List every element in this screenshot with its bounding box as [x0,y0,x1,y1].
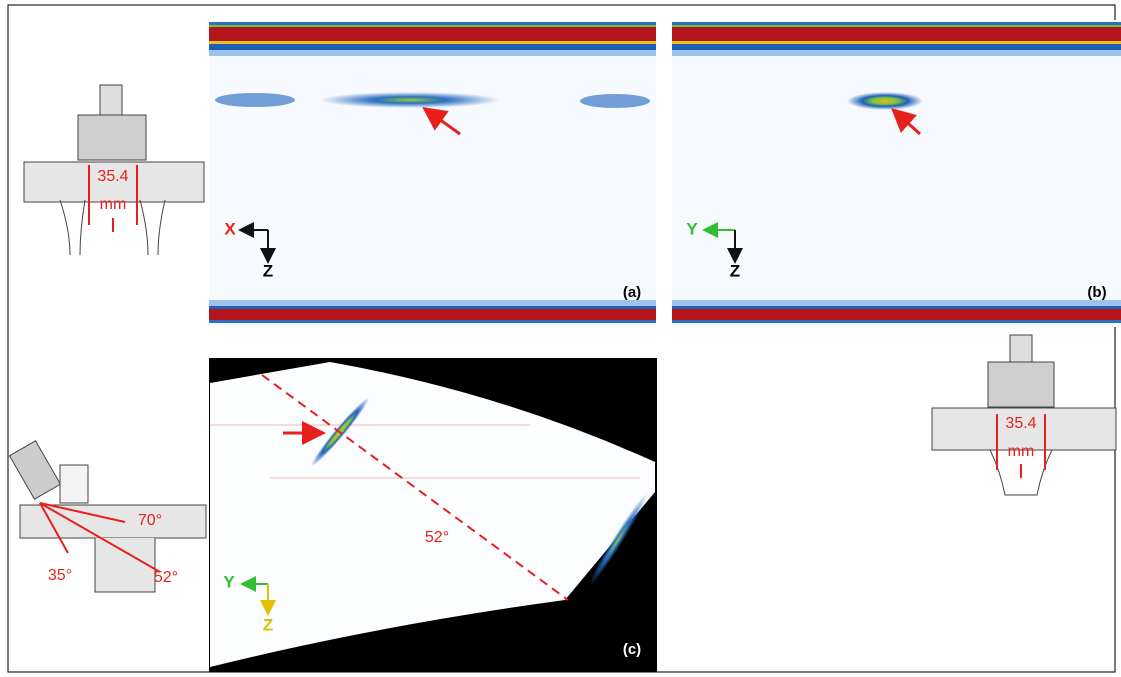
panel-label: (a) [623,284,641,301]
panel-label: (c) [623,641,641,658]
angle-label: 35° [48,567,72,584]
panel-a: X Z (a) [209,20,656,327]
panel-label: (b) [1087,284,1106,301]
axis-label: Y [686,219,698,238]
dimension-label: 35.4 [1005,415,1036,432]
unit-label: mm [100,196,127,213]
axis-label: X [224,219,236,238]
diagram-3 [931,334,1117,496]
unit-label: mm [1008,443,1035,460]
angle-label: 52° [425,529,449,546]
diagram-1 [23,84,205,256]
angle-label: 70° [138,512,162,529]
dimension-label: 35.4 [97,168,128,185]
panel-c: Y Z 52° (c) [209,358,657,672]
axis-label: Z [730,261,740,280]
diagram-2 [8,440,207,593]
panel-b: Y Z (b) [672,20,1121,327]
axis-label: Z [263,615,273,634]
axis-label: Z [263,261,273,280]
angle-label: 52° [154,569,178,586]
axis-label: Y [223,572,235,591]
